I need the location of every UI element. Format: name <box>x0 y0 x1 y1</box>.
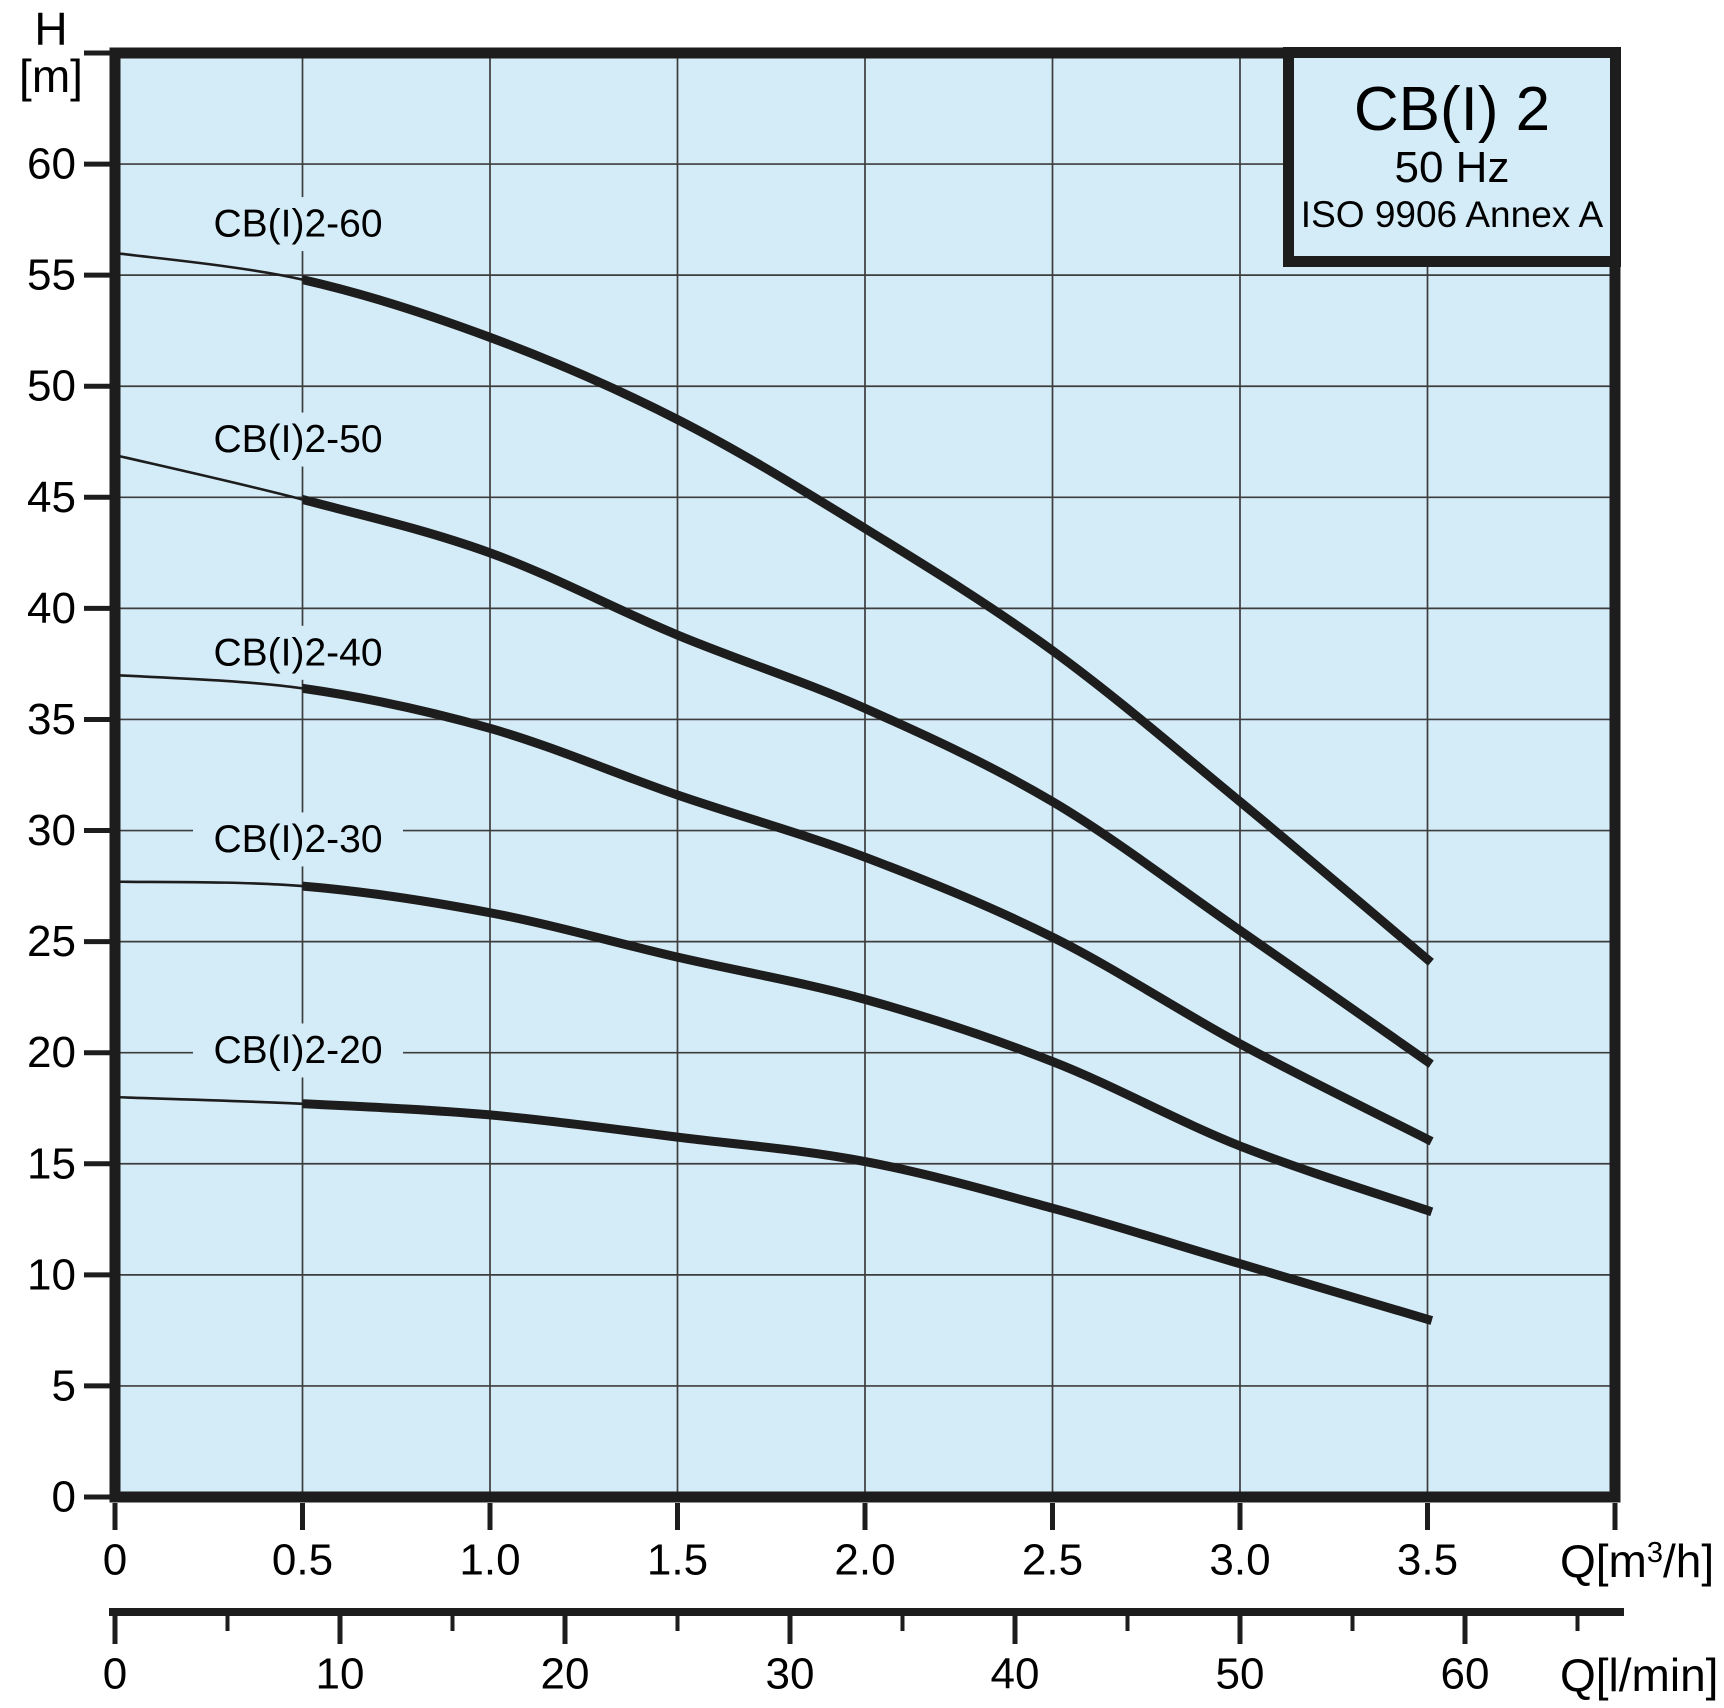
lmin-tick-label: 10 <box>316 1650 365 1699</box>
curve-label-CB(I)2-20: CB(I)2-20 <box>213 1029 382 1072</box>
y-tick-label: 35 <box>27 695 76 744</box>
lmin-tick-label: 20 <box>541 1650 590 1699</box>
y-tick-label: 5 <box>52 1361 76 1410</box>
title-box: CB(I) 2 50 Hz ISO 9906 Annex A <box>1283 47 1621 267</box>
curve-CB(I)2-60 <box>302 274 1434 966</box>
y-axis-unit: [m] <box>19 50 83 102</box>
x-tick-label: 2.5 <box>1022 1536 1083 1585</box>
y-axis-ticks <box>84 50 112 1500</box>
curve-label-CB(I)2-30: CB(I)2-30 <box>213 818 382 861</box>
standard-label: ISO 9906 Annex A <box>1300 194 1604 235</box>
y-tick-label: 0 <box>52 1473 76 1522</box>
curve-label-bg <box>193 412 403 467</box>
x-tick-label: 1.5 <box>647 1536 708 1585</box>
x-axis-secondary-title: Q[l/min] <box>1560 1649 1719 1701</box>
pump-model-label: CB(I) 2 <box>1353 75 1551 144</box>
y-tick-label: 10 <box>27 1250 76 1299</box>
y-tick-label: 25 <box>27 917 76 966</box>
x-tick-label: 2.0 <box>834 1536 895 1585</box>
y-axis-labels: 0 5 10 15 20 25 30 35 40 45 50 55 60 <box>27 140 76 1522</box>
curve-labels: CB(I)2-60 CB(I)2-50 CB(I)2-40 CB(I)2-30 CB(I… <box>213 203 382 1072</box>
curve-label-bg <box>193 625 403 680</box>
x-tick-label: 3.5 <box>1397 1536 1458 1585</box>
x-axis-secondary: 0 10 20 30 40 50 60 <box>103 1608 1624 1699</box>
x-axis-primary-title: Q[m3/h] <box>1560 1535 1715 1587</box>
y-tick-label: 50 <box>27 362 76 411</box>
x-axis-primary-labels: 0 0.5 1.0 1.5 2.0 2.5 3.0 3.5 <box>103 1536 1458 1585</box>
curve-CB(I)2-30 <box>302 881 1434 1217</box>
curve-label-bg <box>193 812 403 867</box>
x-tick-label: 0 <box>103 1536 127 1585</box>
y-tick-label: 55 <box>27 251 76 300</box>
y-axis-title: H [m] <box>8 6 94 100</box>
x-tick-label: 0.5 <box>272 1536 333 1585</box>
y-tick-label: 30 <box>27 806 76 855</box>
pump-curves <box>114 251 1434 1325</box>
y-tick-label: 60 <box>27 140 76 189</box>
y-tick-label: 40 <box>27 584 76 633</box>
y-tick-label: 45 <box>27 473 76 522</box>
x-axis-primary-ticks <box>112 1503 1618 1530</box>
lmin-tick-label: 30 <box>766 1650 815 1699</box>
lmin-tick-label: 40 <box>991 1650 1040 1699</box>
plot-border <box>109 47 1621 1503</box>
lmin-tick-label: 0 <box>103 1650 127 1699</box>
lmin-tick-label: 50 <box>1216 1650 1265 1699</box>
y-tick-label: 15 <box>27 1139 76 1188</box>
curve-CB(I)2-20 <box>302 1099 1434 1325</box>
lmin-tick-label: 60 <box>1441 1650 1490 1699</box>
y-tick-label: 20 <box>27 1028 76 1077</box>
curve-label-bg <box>193 197 403 252</box>
x-tick-label: 3.0 <box>1209 1536 1270 1585</box>
curve-CB(I)2-50 <box>302 494 1434 1068</box>
y-axis-quantity: H <box>34 3 68 55</box>
curve-label-CB(I)2-60: CB(I)2-60 <box>213 203 382 246</box>
gridlines <box>115 53 1615 1497</box>
curve-CB(I)2-40 <box>302 683 1434 1146</box>
x-tick-label: 1.0 <box>459 1536 520 1585</box>
curve-label-backgrounds <box>193 197 403 1078</box>
frequency-label: 50 Hz <box>1394 143 1510 192</box>
curve-label-bg <box>193 1023 403 1078</box>
curve-label-CB(I)2-40: CB(I)2-40 <box>213 631 382 674</box>
curve-label-CB(I)2-50: CB(I)2-50 <box>213 418 382 461</box>
